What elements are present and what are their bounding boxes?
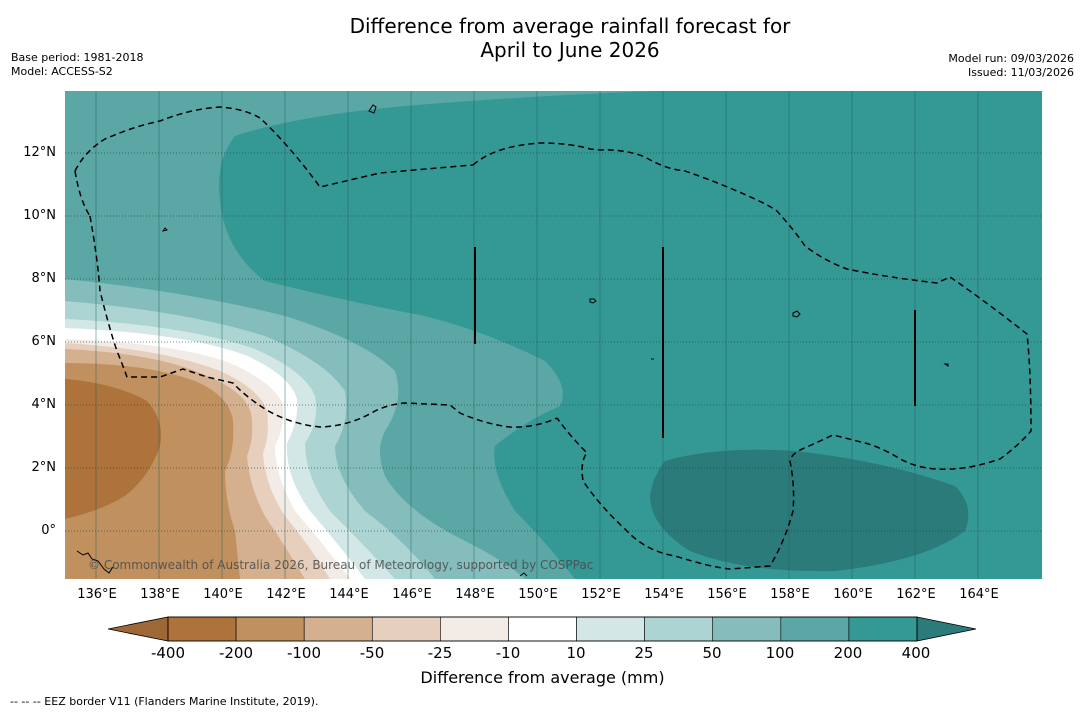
colorbar-tick: 200 [833, 644, 863, 662]
lon-label: 136°E [77, 587, 117, 602]
lat-gridlines [65, 152, 1042, 532]
colorbar [108, 616, 977, 642]
colorbar-tick: 10 [566, 644, 586, 662]
colorbar-segment [712, 616, 782, 642]
colorbar-tick: -400 [150, 644, 186, 662]
band-over-400 [650, 449, 969, 572]
colorbar-segment [508, 616, 577, 642]
solid-boundaries [474, 247, 916, 438]
colorbar-over-arrow [916, 616, 977, 642]
lon-label: 144°E [329, 587, 369, 602]
colorbar-tick: -100 [286, 644, 322, 662]
lat-label: 4°N [31, 397, 57, 412]
lon-label: 156°E [707, 587, 747, 602]
lat-label: 8°N [31, 271, 57, 286]
colorbar-tick: -10 [495, 644, 521, 662]
colorbar-title: Difference from average (mm) [420, 668, 665, 687]
colorbar-segment [644, 616, 714, 642]
colorbar-segment [576, 616, 645, 642]
colorbar-segment [848, 616, 918, 642]
colorbar-segment [167, 616, 237, 642]
lon-label: 140°E [203, 587, 243, 602]
lon-label: 160°E [833, 587, 873, 602]
lon-gridlines [95, 91, 979, 579]
lat-label: 6°N [31, 334, 57, 349]
lat-label: 10°N [23, 208, 56, 223]
eez-borders [74, 106, 1032, 570]
colorbar-segment [303, 616, 373, 642]
colorbar-segment [780, 616, 850, 642]
lat-label: 12°N [23, 145, 56, 160]
colorbar-tick: 100 [765, 644, 795, 662]
lon-label: 152°E [581, 587, 621, 602]
rainfall-map [65, 91, 1042, 579]
colorbar-tick: 25 [634, 644, 654, 662]
colorbar-frame [167, 616, 918, 642]
model-name: Model: ACCESS-S2 [11, 65, 113, 78]
lon-label: 162°E [896, 587, 936, 602]
chart-title: Difference from average rainfall forecas… [270, 14, 870, 62]
metadata-right: Model run: 09/03/2026 Issued: 11/03/2026 [948, 52, 1074, 80]
lat-label: 2°N [31, 460, 57, 475]
title-line-1: Difference from average rainfall forecas… [349, 14, 791, 38]
lon-label: 158°E [770, 587, 810, 602]
colorbar-segment [371, 616, 441, 642]
issued-date: Issued: 11/03/2026 [967, 66, 1074, 79]
colorbar-tick: -200 [218, 644, 254, 662]
lon-label: 150°E [518, 587, 558, 602]
lon-label: 148°E [455, 587, 495, 602]
eez-legend: -- -- -- EEZ border V11 (Flanders Marine… [10, 695, 319, 708]
eez-palau-fsm-west [74, 106, 558, 428]
lon-label: 138°E [140, 587, 180, 602]
colorbar-segments [167, 616, 918, 642]
band-neg200-400 [65, 379, 162, 519]
colorbar-segment [235, 616, 305, 642]
title-line-2: April to June 2026 [480, 38, 660, 62]
copyright-notice: © Commonwealth of Australia 2026, Bureau… [88, 558, 594, 572]
lon-label: 146°E [392, 587, 432, 602]
lon-label: 164°E [959, 587, 999, 602]
lon-label: 154°E [644, 587, 684, 602]
islands [76, 104, 949, 577]
lat-label: 0° [41, 523, 56, 538]
colorbar-under-arrow [108, 616, 169, 642]
lon-label: 142°E [266, 587, 306, 602]
metadata-left: Base period: 1981-2018 Model: ACCESS-S2 [11, 51, 143, 79]
model-run: Model run: 09/03/2026 [948, 52, 1074, 65]
map-svg [65, 91, 1042, 579]
colorbar-tick: 400 [901, 644, 931, 662]
eez-png-north [74, 170, 91, 217]
colorbar-tick: 50 [702, 644, 722, 662]
eez-fsm-north [472, 142, 1032, 570]
colorbar-tick: -25 [427, 644, 453, 662]
colorbar-tick: -50 [359, 644, 385, 662]
base-period: Base period: 1981-2018 [11, 51, 144, 64]
colorbar-segment [440, 616, 509, 642]
